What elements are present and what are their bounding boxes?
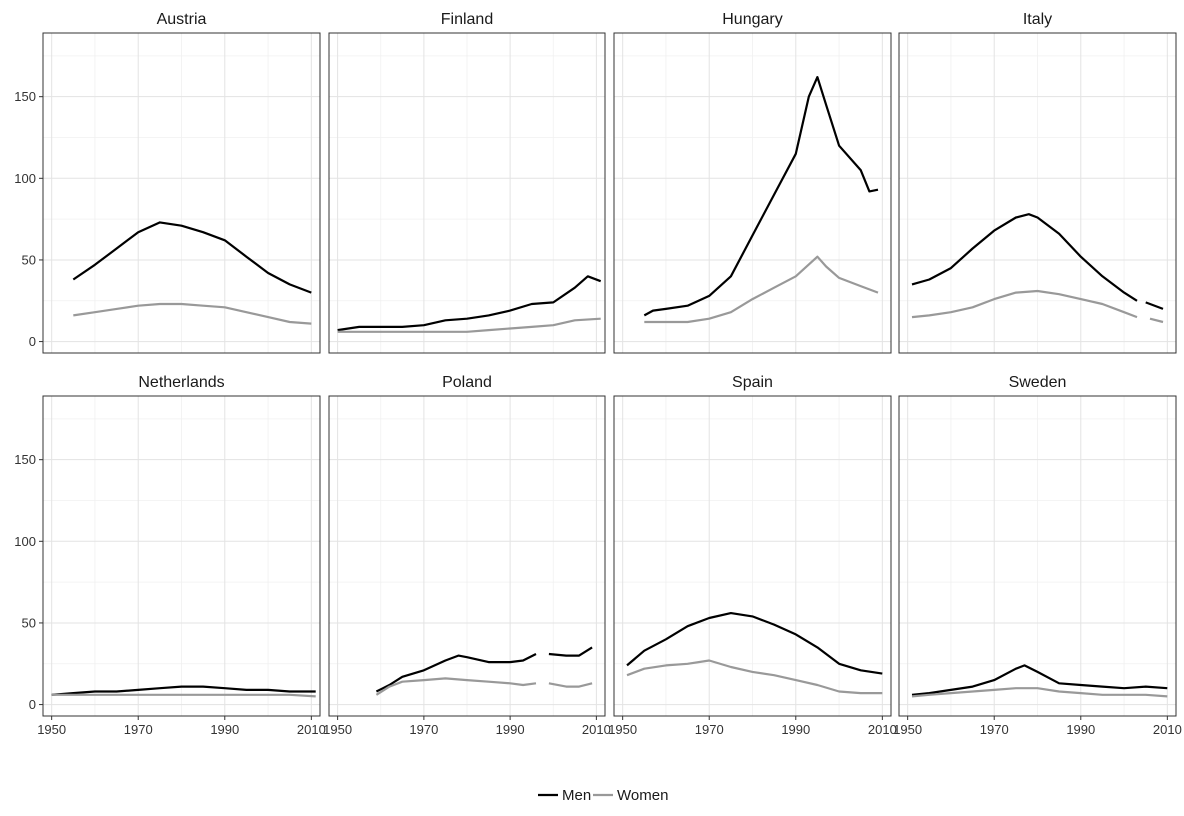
panel-austria: Austria 0 50 100 150 [14,11,321,354]
panel-sweden: Sweden 1950 1970 1990 2010 [893,374,1182,737]
series-line-women [375,677,537,696]
x-tick-label: 1950 [893,722,922,737]
panel-border [898,32,1177,354]
series-line-men [911,213,1138,302]
panel-title: Finland [441,11,493,28]
panel-italy: Italy [898,11,1177,354]
series-line-women [626,659,883,695]
x-tick-label: 1950 [37,722,66,737]
x-tick-label: 1970 [980,722,1009,737]
panel-title: Austria [157,11,207,28]
y-tick-label: 150 [14,452,36,467]
x-tick-label: 1950 [323,722,352,737]
panel-poland: Poland 1950 1970 1990 2010 [323,374,611,737]
y-tick-label: 150 [14,89,36,104]
series-line-men [337,275,602,332]
series-line-women [73,302,312,325]
series-line-men [643,76,879,317]
x-tick-label: 1990 [1066,722,1095,737]
panel-title: Spain [732,374,773,391]
series-line-men [72,221,312,294]
x-tick-label: 1970 [124,722,153,737]
panel-netherlands: Netherlands 1950 1970 1990 2010 0 50 100 150 [14,374,326,737]
y-tick-label: 100 [14,171,36,186]
legend-label-men: Men [562,787,591,804]
panel-border [328,395,606,717]
series-line-men [626,612,883,675]
series-line-women [51,693,316,698]
x-tick-label: 1970 [409,722,438,737]
series-line-women [911,289,1138,319]
panel-title: Sweden [1009,374,1067,391]
y-tick-label: 100 [14,534,36,549]
panel-border [42,395,321,717]
x-tick-label: 1990 [781,722,810,737]
x-tick-label: 2010 [1153,722,1182,737]
legend-label-women: Women [617,787,668,804]
series-line-men [1145,301,1164,310]
x-tick-label: 1990 [496,722,525,737]
series-line-men [375,653,537,693]
y-tick-label: 0 [29,697,36,712]
x-tick-label: 1950 [608,722,637,737]
panel-border [328,32,606,354]
legend: Men Women [538,787,668,804]
series-line-women [644,255,879,324]
series-line-men [911,664,1168,696]
series-line-women [337,317,601,333]
x-tick-label: 2010 [297,722,326,737]
series-line-men [51,685,316,696]
series-line-women [548,682,593,688]
y-tick-label: 50 [22,252,36,267]
panel-hungary: Hungary [613,11,892,354]
y-tick-label: 0 [29,334,36,349]
x-tick-label: 2010 [868,722,897,737]
x-tick-label: 2010 [582,722,611,737]
panel-finland: Finland [328,11,606,354]
series-line-women [911,687,1168,698]
panel-border [898,395,1177,717]
panel-title: Poland [442,374,492,391]
x-tick-label: 1990 [210,722,239,737]
panel-title: Italy [1023,11,1052,28]
x-tick-label: 1970 [695,722,724,737]
series-line-women [1149,317,1164,324]
panel-border [42,32,321,354]
panel-title: Hungary [722,11,782,28]
panel-border [613,395,892,717]
y-tick-label: 50 [22,615,36,630]
panel-border [613,32,892,354]
series-line-men [548,646,593,657]
panel-title: Netherlands [138,374,224,391]
panel-spain: Spain 1950 1970 1990 2010 [608,374,897,737]
